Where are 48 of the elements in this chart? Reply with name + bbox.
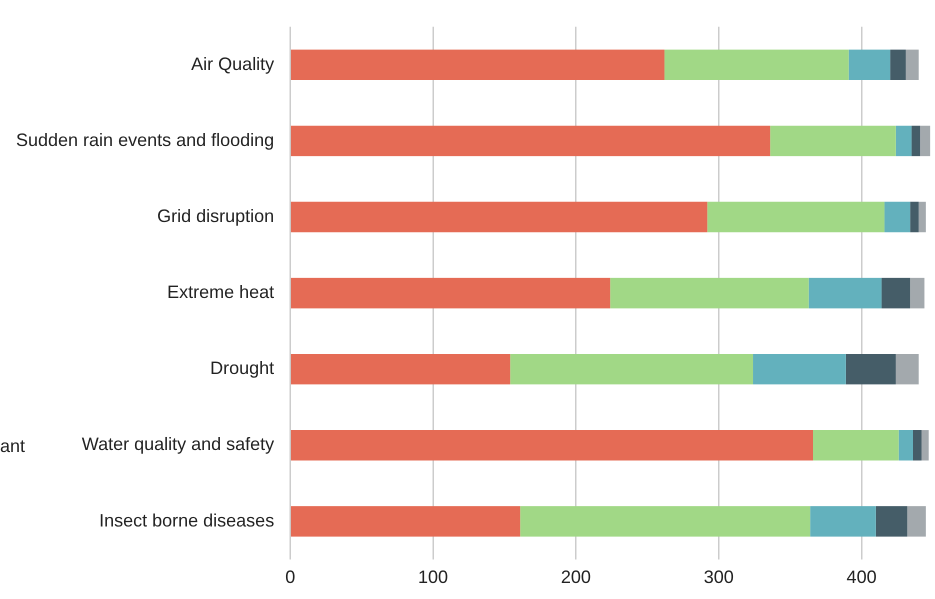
- bar: [896, 126, 912, 156]
- y-tick-label: Grid disruption: [157, 206, 274, 226]
- y-tick-label: Water quality and safety: [82, 434, 274, 454]
- bar: [610, 278, 809, 308]
- bar: [918, 202, 926, 232]
- bar: [290, 430, 814, 460]
- bar: [890, 50, 906, 80]
- bar: [907, 506, 926, 537]
- bar: [876, 506, 908, 537]
- bar: [707, 202, 884, 232]
- y-tick-label: Air Quality: [191, 54, 274, 74]
- bar: [753, 354, 846, 384]
- x-tick-label: 200: [560, 567, 591, 588]
- bar: [882, 278, 910, 308]
- bar: [510, 354, 754, 384]
- bar: [290, 50, 664, 80]
- bar: [846, 354, 896, 384]
- bar: [913, 430, 922, 460]
- y-tick-label: Insect borne diseases: [99, 510, 274, 530]
- bar: [808, 278, 882, 308]
- bar: [898, 430, 913, 460]
- bar: [290, 126, 770, 156]
- bar: [290, 278, 610, 308]
- bar: [910, 202, 919, 232]
- bar: [906, 50, 919, 80]
- x-tick-label: 0: [285, 567, 296, 588]
- x-tick-label: 100: [418, 567, 448, 588]
- text: ant: [0, 436, 26, 456]
- y-tick-label: Sudden rain events and flooding: [16, 130, 274, 150]
- y-tick-label: Drought: [210, 358, 274, 378]
- bar: [770, 126, 896, 156]
- bar: [290, 506, 520, 537]
- y-tick-label: Extreme heat: [167, 282, 274, 302]
- bar: [912, 126, 920, 156]
- bar: [922, 430, 929, 460]
- bar: [813, 430, 899, 460]
- bar: [920, 126, 930, 156]
- bar: [520, 506, 810, 537]
- bar: [664, 50, 849, 80]
- bar: [848, 50, 890, 80]
- bar: [884, 202, 910, 232]
- bar: [810, 506, 876, 537]
- x-tick-label: 300: [704, 567, 734, 588]
- bar: [910, 278, 924, 308]
- bar: [896, 354, 919, 384]
- x-tick-label: 400: [846, 567, 877, 588]
- bar: [290, 354, 510, 384]
- bar: [290, 202, 708, 232]
